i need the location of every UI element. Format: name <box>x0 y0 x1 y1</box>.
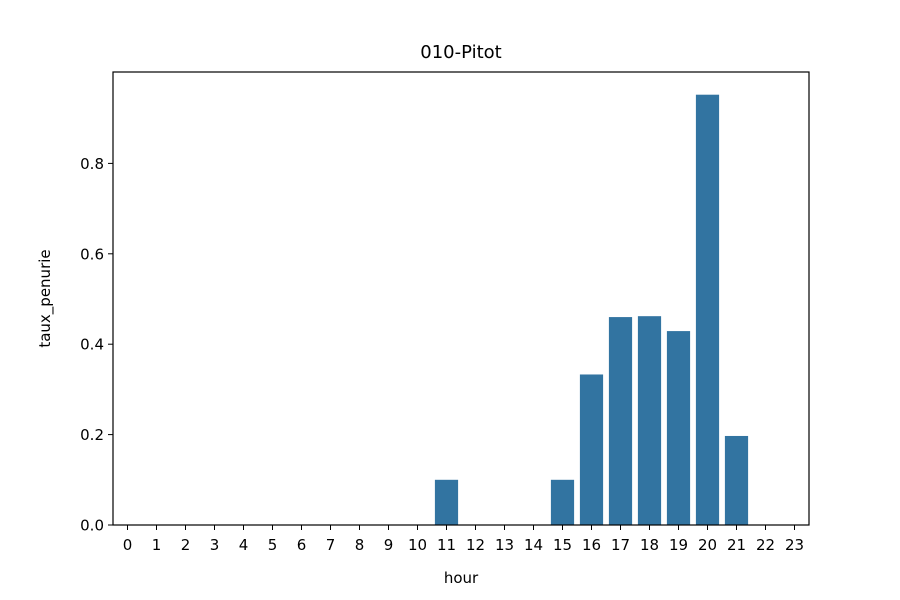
x-tick-label: 12 <box>466 536 485 554</box>
x-tick-label: 13 <box>495 536 514 554</box>
bar-hour-20 <box>695 94 720 525</box>
x-tick-label: 5 <box>268 536 278 554</box>
x-tick-label: 22 <box>756 536 775 554</box>
x-tick-label: 0 <box>123 536 133 554</box>
x-tick-label: 7 <box>326 536 336 554</box>
x-tick-label: 11 <box>437 536 456 554</box>
y-tick-label: 0.6 <box>80 245 104 263</box>
bar-hour-19 <box>666 331 691 525</box>
x-tick-label: 6 <box>297 536 307 554</box>
x-tick-label: 19 <box>669 536 688 554</box>
x-tick-label: 15 <box>553 536 572 554</box>
x-tick-label: 1 <box>152 536 162 554</box>
y-tick-label: 0.8 <box>80 155 104 173</box>
x-tick-label: 10 <box>408 536 427 554</box>
bar-hour-16 <box>579 374 604 525</box>
x-tick-label: 3 <box>210 536 220 554</box>
x-tick-label: 23 <box>785 536 804 554</box>
x-axis-label: hour <box>444 569 479 587</box>
y-axis-ticks: 0.0 0.2 0.4 0.6 0.8 <box>80 155 113 535</box>
y-axis-label: taux_penurie <box>36 249 55 347</box>
y-tick-label: 0.2 <box>80 426 104 444</box>
bar-hour-17 <box>608 317 633 525</box>
x-tick-label: 16 <box>582 536 601 554</box>
x-tick-label: 4 <box>239 536 249 554</box>
x-tick-label: 18 <box>640 536 659 554</box>
x-axis-ticks: 0 1 2 3 4 5 6 7 8 9 10 11 12 13 14 15 16 17 18 19 20 21 22 23 <box>123 525 804 554</box>
x-tick-label: 17 <box>611 536 630 554</box>
y-tick-label: 0.4 <box>80 336 104 354</box>
x-tick-label: 8 <box>355 536 365 554</box>
bar-hour-11 <box>434 479 459 525</box>
x-tick-label: 9 <box>384 536 394 554</box>
x-tick-label: 21 <box>727 536 746 554</box>
chart-title: 010-Pitot <box>420 42 501 63</box>
x-tick-label: 2 <box>181 536 191 554</box>
bar-hour-15 <box>550 479 575 525</box>
plot-frame <box>112 71 810 526</box>
x-tick-label: 14 <box>524 536 543 554</box>
bar-hour-21 <box>724 435 749 525</box>
bars-group <box>434 94 749 525</box>
y-tick-label: 0.0 <box>80 517 104 535</box>
x-tick-label: 20 <box>698 536 717 554</box>
bar-hour-18 <box>637 316 662 525</box>
